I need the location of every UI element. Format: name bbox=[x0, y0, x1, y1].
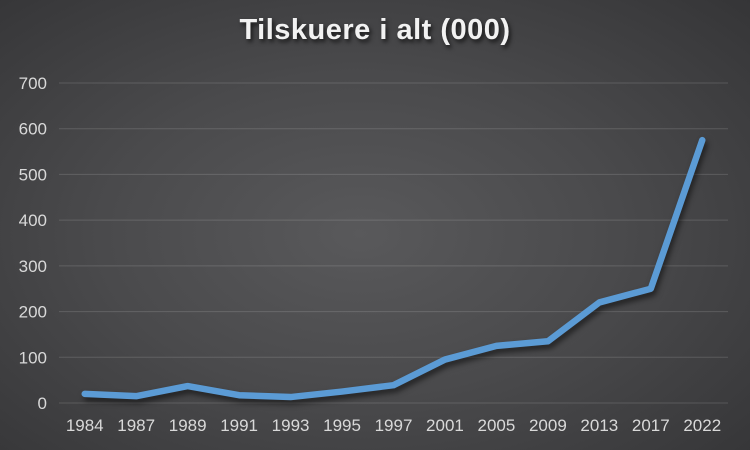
y-axis-tick-label: 700 bbox=[19, 74, 47, 93]
chart-title: Tilskuere i alt (000) bbox=[239, 14, 511, 46]
x-axis-tick-label: 2005 bbox=[478, 416, 516, 435]
x-axis-tick-label: 1993 bbox=[272, 416, 310, 435]
x-axis-tick-label: 2022 bbox=[683, 416, 721, 435]
y-axis-tick-label: 400 bbox=[19, 211, 47, 230]
x-axis-tick-label: 1997 bbox=[375, 416, 413, 435]
data-series-line bbox=[81, 136, 706, 401]
y-axis-tick-label: 200 bbox=[19, 303, 47, 322]
x-axis-tick-label: 1991 bbox=[220, 416, 258, 435]
x-axis-tick-label: 2009 bbox=[529, 416, 567, 435]
y-axis-tick-label: 300 bbox=[19, 257, 47, 276]
x-axis-tick-label: 2013 bbox=[580, 416, 618, 435]
x-axis-tick-label: 2017 bbox=[632, 416, 670, 435]
y-axis-tick-label: 0 bbox=[38, 394, 47, 413]
x-axis-tick-label: 1984 bbox=[66, 416, 104, 435]
x-axis-tick-label: 1989 bbox=[169, 416, 207, 435]
x-axis-tick-label: 1995 bbox=[323, 416, 361, 435]
y-axis-tick-label: 600 bbox=[19, 120, 47, 139]
y-axis-tick-label: 500 bbox=[19, 165, 47, 184]
x-axis-tick-label: 2001 bbox=[426, 416, 464, 435]
y-axis-tick-label: 100 bbox=[19, 348, 47, 367]
x-axis-tick-label: 1987 bbox=[117, 416, 155, 435]
